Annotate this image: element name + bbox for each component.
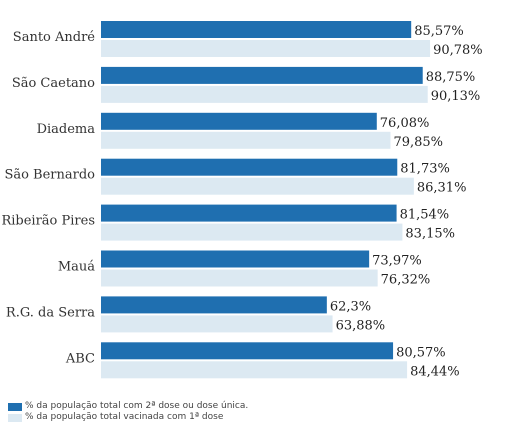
legend-item-dose2: % da população total com 2ª dose ou dose…: [8, 401, 248, 412]
data-label: 62,3%: [330, 299, 371, 314]
bar-dose1: [101, 223, 403, 241]
legend-item-dose1: % da população total vacinada com 1ª dos…: [8, 412, 248, 423]
data-label: 81,54%: [400, 208, 450, 223]
bar-dose1: [101, 131, 391, 149]
bar-dose2: [101, 158, 398, 176]
category-label: R.G. da Serra: [6, 305, 95, 320]
legend-swatch-dose2: [8, 402, 22, 411]
bar-dose1: [101, 361, 408, 379]
legend: % da população total com 2ª dose ou dose…: [8, 401, 248, 423]
data-label: 80,57%: [396, 345, 446, 360]
category-label: ABC: [65, 351, 95, 366]
data-label: 73,97%: [372, 254, 422, 269]
data-label: 76,08%: [380, 116, 430, 131]
data-label: 90,13%: [431, 89, 481, 104]
data-label: 85,57%: [414, 24, 464, 39]
data-label: 88,75%: [426, 70, 476, 85]
legend-label-dose1: % da população total vacinada com 1ª dos…: [25, 412, 224, 422]
data-label: 90,78%: [433, 43, 483, 58]
data-label: 81,73%: [400, 162, 450, 177]
bar-dose2: [101, 250, 370, 268]
category-label: Santo André: [13, 30, 96, 45]
category-label: Ribeirão Pires: [1, 214, 95, 229]
category-label: São Caetano: [12, 76, 95, 91]
bar-dose2: [101, 204, 397, 222]
data-label: 84,44%: [410, 364, 460, 379]
bar-dose2: [101, 66, 423, 84]
bar-dose1: [101, 40, 431, 57]
bar-dose2: [101, 21, 412, 38]
category-label: Diadema: [37, 122, 96, 137]
bar-dose1: [101, 315, 333, 333]
data-label: 83,15%: [405, 227, 455, 242]
bar-dose1: [101, 85, 428, 103]
data-label: 76,32%: [381, 273, 431, 288]
legend-label-dose2: % da população total com 2ª dose ou dose…: [25, 401, 249, 411]
legend-swatch-dose1: [8, 413, 22, 422]
data-label: 86,31%: [417, 181, 467, 196]
bar-dose1: [101, 177, 414, 195]
category-label: São Bernardo: [4, 168, 95, 183]
bar-dose2: [101, 342, 394, 360]
bar-dose2: [101, 112, 377, 130]
bar-chart: Santo André 85,57% 90,78% São Caetano 88,75%…: [1, 21, 483, 379]
data-label: 63,88%: [336, 318, 386, 333]
bar-dose1: [101, 269, 378, 287]
category-label: Mauá: [58, 260, 95, 275]
bar-dose2: [101, 296, 327, 314]
data-label: 79,85%: [393, 135, 443, 150]
